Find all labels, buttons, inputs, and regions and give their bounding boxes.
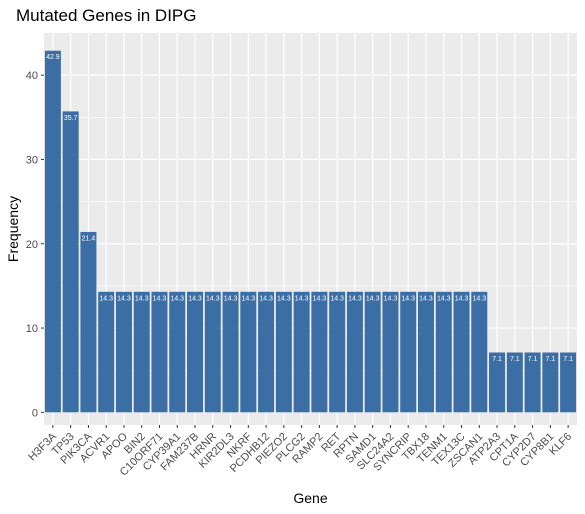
bar-value-label: 14.3 bbox=[242, 295, 256, 302]
bar-value-label: 14.3 bbox=[135, 295, 149, 302]
plot-panel bbox=[44, 33, 577, 425]
bar-value-label: 7.1 bbox=[528, 356, 538, 363]
bar-value-label: 42.9 bbox=[46, 54, 60, 61]
bar bbox=[169, 291, 186, 413]
bar bbox=[400, 291, 417, 413]
bar bbox=[222, 291, 239, 413]
bar-value-label: 14.3 bbox=[188, 295, 202, 302]
bar bbox=[435, 291, 452, 413]
bar bbox=[364, 291, 381, 413]
bar bbox=[382, 291, 399, 413]
bar-value-label: 14.3 bbox=[313, 295, 327, 302]
bar-value-label: 14.3 bbox=[295, 295, 309, 302]
bar bbox=[98, 291, 115, 413]
bar-value-label: 7.1 bbox=[492, 356, 502, 363]
x-axis: H3F3ATP53PIK3CAACVR1APOOBIN2C10ORF71CYP3… bbox=[26, 425, 574, 478]
bar bbox=[293, 291, 310, 413]
y-tick-label: 40 bbox=[26, 70, 38, 82]
bar bbox=[329, 291, 346, 413]
y-tick-label: 20 bbox=[26, 239, 38, 251]
bar-value-label: 14.3 bbox=[472, 295, 486, 302]
bar bbox=[258, 291, 275, 413]
bar-value-label: 14.3 bbox=[455, 295, 469, 302]
bar bbox=[80, 231, 97, 413]
bar-value-label: 7.1 bbox=[545, 356, 555, 363]
bar-value-label: 14.3 bbox=[206, 295, 220, 302]
bar-value-label: 14.3 bbox=[277, 295, 291, 302]
bar bbox=[560, 352, 577, 413]
y-axis: 0 10 20 30 40 bbox=[26, 70, 44, 419]
bar bbox=[275, 291, 292, 413]
bar bbox=[524, 352, 541, 413]
bar-value-label: 14.3 bbox=[117, 295, 131, 302]
x-axis-title: Gene bbox=[293, 490, 327, 506]
chart-title: Mutated Genes in DIPG bbox=[16, 6, 196, 25]
bar bbox=[506, 352, 523, 413]
bar-value-label: 14.3 bbox=[330, 295, 344, 302]
bar bbox=[489, 352, 506, 413]
bar bbox=[133, 291, 150, 413]
bar bbox=[115, 291, 132, 413]
bar-value-labels: 42.935.721.414.3 14.3 14.3 14.3 14.3 14.3 14.3… bbox=[46, 54, 573, 363]
bar-value-label: 14.3 bbox=[153, 295, 167, 302]
bar-value-label: 14.3 bbox=[419, 295, 433, 302]
bar bbox=[44, 50, 61, 413]
bar bbox=[471, 291, 488, 413]
bar-value-label: 14.3 bbox=[384, 295, 398, 302]
bar-value-label: 35.7 bbox=[64, 115, 78, 122]
bar bbox=[204, 291, 221, 413]
y-tick-label: 30 bbox=[26, 154, 38, 166]
bar-value-label: 14.3 bbox=[348, 295, 362, 302]
bar bbox=[346, 291, 363, 413]
y-tick-label: 0 bbox=[32, 407, 38, 419]
bar bbox=[542, 352, 559, 413]
bars bbox=[44, 50, 577, 413]
bar bbox=[187, 291, 204, 413]
bar bbox=[240, 291, 257, 413]
bar bbox=[453, 291, 470, 413]
bar-value-label: 14.3 bbox=[224, 295, 238, 302]
bar-value-label: 14.3 bbox=[437, 295, 451, 302]
bar-value-label: 14.3 bbox=[99, 295, 113, 302]
bar bbox=[417, 291, 434, 413]
bar-value-label: 14.3 bbox=[259, 295, 273, 302]
bar-value-label: 14.3 bbox=[170, 295, 184, 302]
y-axis-title: Frequency bbox=[5, 196, 21, 262]
bar-value-label: 7.1 bbox=[563, 356, 573, 363]
bar-value-label: 7.1 bbox=[510, 356, 520, 363]
bar-value-label: 14.3 bbox=[401, 295, 415, 302]
bar-value-label: 14.3 bbox=[366, 295, 380, 302]
y-tick-label: 10 bbox=[26, 323, 38, 335]
bar bbox=[151, 291, 168, 413]
bar bbox=[62, 111, 79, 413]
bar bbox=[311, 291, 328, 413]
bar-value-label: 21.4 bbox=[82, 235, 96, 242]
